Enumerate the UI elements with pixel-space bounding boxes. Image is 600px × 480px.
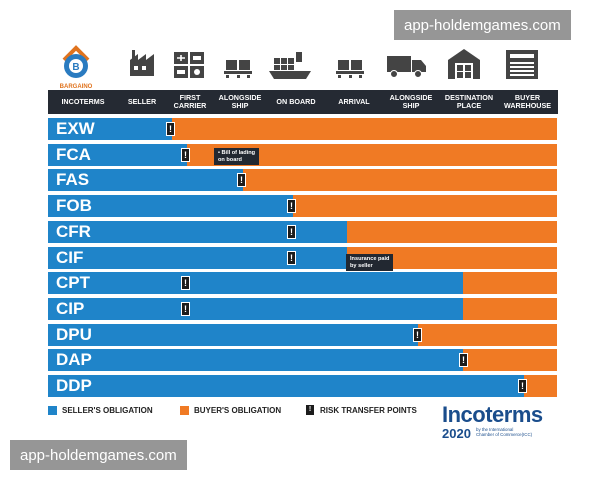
watermark-bottom: app-holdemgames.com <box>10 440 187 470</box>
incoterm-label: DPU <box>56 324 92 344</box>
seller-obligation-bar <box>48 169 243 192</box>
header-col-3: ALONGSIDE SHIP <box>218 93 262 110</box>
header-col-6: ALONGSIDE SHIP <box>389 93 433 110</box>
incoterm-row-exw: EXW! <box>48 118 557 140</box>
legend-buyer: BUYER'S OBLIGATION <box>180 404 281 416</box>
incoterm-row-ddp: DDP! <box>48 375 557 397</box>
seller-obligation-bar <box>48 349 463 372</box>
header-col-5: ARRIVAL <box>338 97 370 107</box>
legend-risk: ! RISK TRANSFER POINTS <box>306 404 417 416</box>
pallet-icon <box>224 60 252 78</box>
incoterm-label: FAS <box>56 170 90 190</box>
buyer-warehouse-icon <box>506 50 538 79</box>
seller-obligation-bar <box>48 220 347 243</box>
seller-obligation-bar <box>48 272 463 295</box>
cargo-ship-icon <box>269 52 311 79</box>
incoterm-row-fca: FCA! <box>48 143 557 166</box>
brand-subtitle: by the International Chamber of Commerce… <box>476 427 533 437</box>
risk-transfer-icon: ! <box>287 199 296 214</box>
incoterms-2020-brand: Incoterms 2020 by the International Cham… <box>442 402 562 441</box>
legend-buyer-label: BUYER'S OBLIGATION <box>194 405 282 415</box>
pallet-icon <box>336 60 364 78</box>
bargaino-logo: B <box>62 45 90 78</box>
incoterm-label: CPT <box>56 273 90 293</box>
brand-name: Incoterms <box>442 402 543 427</box>
header-col-0: INCOTERMS <box>61 97 105 107</box>
incoterm-label: FOB <box>56 196 92 216</box>
risk-transfer-icon: ! <box>413 327 422 342</box>
seller-obligation-bar <box>48 143 187 166</box>
incoterm-row-cpt: CPT! <box>48 272 557 295</box>
first-carrier-icon <box>174 52 204 78</box>
risk-transfer-icon: ! <box>181 276 190 291</box>
risk-transfer-icon: ! <box>459 353 468 368</box>
header-col-7: DESTINATION PLACE <box>444 93 494 110</box>
incoterm-label: CIF <box>56 247 84 267</box>
legend-risk-label: RISK TRANSFER POINTS <box>320 405 417 415</box>
incoterms-header-bar: INCOTERMS SELLER FIRST CARRIER ALONGSIDE SH… <box>48 90 558 114</box>
seller-obligation-bar <box>48 195 293 218</box>
incoterm-label: FCA <box>56 144 91 164</box>
svg-text:B: B <box>72 62 79 73</box>
delivery-truck-icon <box>387 56 426 78</box>
header-col-2: FIRST CARRIER <box>173 93 207 110</box>
incoterm-label: CFR <box>56 221 91 241</box>
incoterm-row-dpu: DPU! <box>48 323 557 346</box>
incoterm-row-dap: DAP! <box>48 349 557 372</box>
insurance-note: Insurance paid by seller <box>346 254 394 272</box>
incoterm-label: DDP <box>56 376 92 395</box>
brand-year: 2020 <box>442 426 471 441</box>
incoterm-row-fob: FOB! <box>48 195 557 218</box>
header-col-1: SELLER <box>127 97 157 107</box>
factory-icon <box>130 50 154 76</box>
bill-of-lading-note: • Bill of lading on board <box>214 148 260 166</box>
destination-warehouse-icon <box>448 49 480 79</box>
incoterm-row-fas: FAS! <box>48 169 557 192</box>
incoterm-row-cfr: CFR! <box>48 220 557 243</box>
risk-swatch-icon: ! <box>306 405 314 415</box>
seller-obligation-bar <box>48 375 524 397</box>
seller-obligation-bar <box>48 323 418 346</box>
buyer-swatch <box>180 405 189 415</box>
header-col-4: ON BOARD <box>276 97 316 107</box>
seller-obligation-bar <box>48 297 463 320</box>
incoterm-row-cip: CIP! <box>48 297 557 320</box>
risk-transfer-icon: ! <box>181 147 190 162</box>
risk-transfer-icon: ! <box>237 173 246 188</box>
seller-swatch <box>48 405 57 415</box>
header-col-8: BUYER WAREHOUSE <box>503 93 552 110</box>
watermark-top: app-holdemgames.com <box>394 10 571 40</box>
risk-transfer-icon: ! <box>287 224 296 239</box>
incoterm-row-cif: CIF! <box>48 246 557 269</box>
legend-seller: SELLER'S OBLIGATION <box>48 404 153 416</box>
logo-text: BARGAINO <box>59 84 93 90</box>
incoterm-label: EXW <box>56 119 95 138</box>
incoterm-label: DAP <box>56 350 92 370</box>
risk-transfer-icon: ! <box>287 250 296 265</box>
seller-obligation-bar <box>48 118 172 140</box>
risk-transfer-icon: ! <box>181 301 190 316</box>
risk-transfer-icon: ! <box>166 122 175 136</box>
risk-transfer-icon: ! <box>518 379 527 393</box>
seller-obligation-bar <box>48 246 347 269</box>
legend-seller-label: SELLER'S OBLIGATION <box>62 405 153 415</box>
incoterm-label: CIP <box>56 298 85 318</box>
